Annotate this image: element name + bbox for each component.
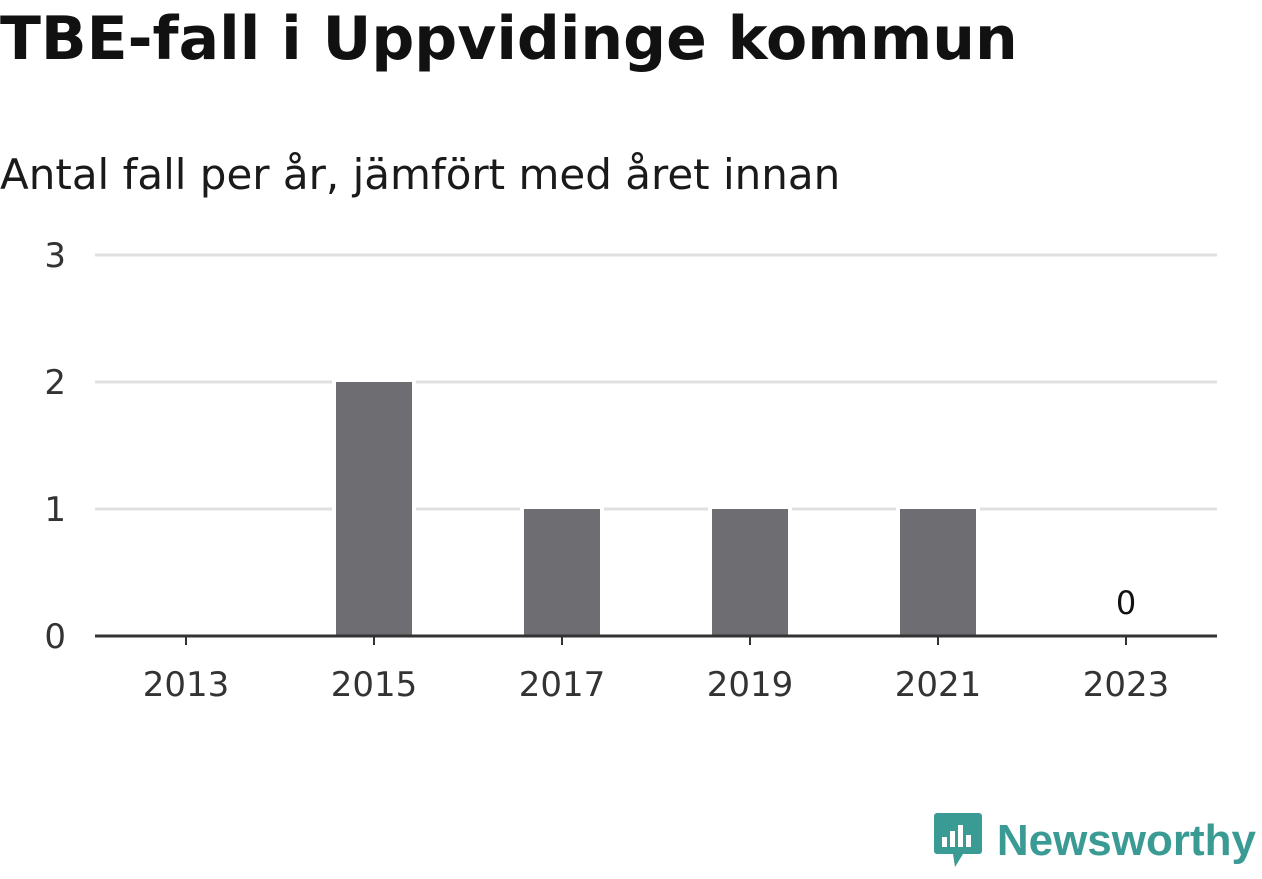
x-tick-label: 2021 bbox=[895, 665, 982, 705]
newsworthy-logo-icon bbox=[933, 813, 982, 867]
y-tick-label: 1 bbox=[44, 490, 66, 530]
bar bbox=[712, 509, 788, 636]
chart-title: TBE-fall i Uppvidinge kommun bbox=[0, 4, 1018, 74]
bar bbox=[336, 382, 412, 636]
x-tick-label: 2015 bbox=[331, 665, 418, 705]
brand-logo: Newsworthy bbox=[933, 811, 1256, 871]
bar bbox=[524, 509, 600, 636]
data-label: 0 bbox=[1116, 584, 1136, 622]
y-tick-label: 3 bbox=[44, 236, 66, 276]
x-tick-label: 2013 bbox=[143, 665, 230, 705]
x-tick-label: 2017 bbox=[519, 665, 606, 705]
y-tick-label: 2 bbox=[44, 363, 66, 403]
x-tick-label: 2019 bbox=[707, 665, 794, 705]
y-tick-label: 0 bbox=[44, 617, 66, 657]
chart-subtitle: Antal fall per år, jämfört med året inna… bbox=[0, 150, 841, 199]
bar bbox=[900, 509, 976, 636]
brand-name: Newsworthy bbox=[996, 816, 1256, 865]
x-tick-label: 2023 bbox=[1083, 665, 1170, 705]
